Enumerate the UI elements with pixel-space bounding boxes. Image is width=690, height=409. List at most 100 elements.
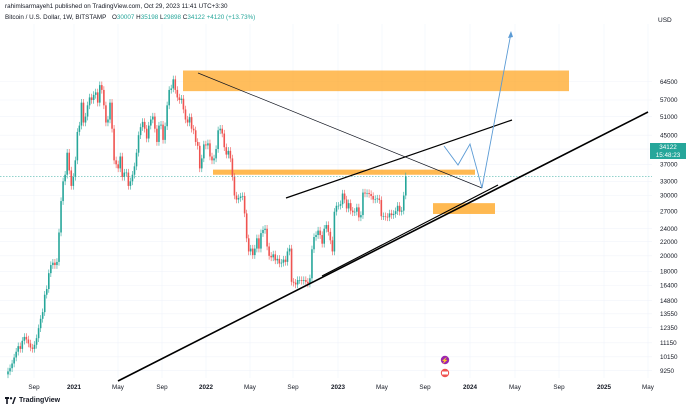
candle-body — [164, 126, 166, 140]
price-tick-label: 13550 — [660, 311, 678, 318]
event-markers[interactable]: ⚡ — [440, 355, 450, 378]
candle-body — [298, 280, 301, 281]
candle-body — [231, 158, 234, 177]
time-tick-label: May — [376, 384, 389, 391]
candle-body — [252, 248, 254, 256]
candle-body — [327, 225, 330, 232]
candle-body — [374, 199, 376, 200]
candle-body — [131, 174, 134, 182]
support-zone — [433, 203, 495, 214]
candle-body — [170, 88, 172, 90]
candle-body — [29, 343, 32, 348]
time-tick-label: Sep — [28, 384, 40, 391]
candle-body — [221, 128, 223, 134]
candle-body — [129, 181, 132, 186]
candle-body — [45, 289, 48, 295]
time-tick-label: May — [244, 384, 257, 391]
long-term-support-line[interactable] — [117, 111, 649, 382]
candle-body — [249, 248, 252, 252]
candle-body — [54, 262, 56, 266]
candle-body — [358, 207, 360, 218]
ohlc-low: 29898 — [163, 14, 182, 21]
candle-body — [219, 128, 221, 131]
candle-body — [260, 233, 262, 249]
candle-body — [278, 258, 281, 264]
candle-body — [21, 340, 24, 349]
candle-body — [105, 105, 107, 123]
candle-body — [62, 181, 64, 202]
candle-body — [343, 193, 346, 200]
candle-body — [333, 211, 336, 252]
candle-body — [282, 259, 285, 263]
brand-logo[interactable]: TradingView — [5, 397, 60, 404]
candle-body — [368, 193, 370, 195]
time-tick-label: Sep — [287, 384, 299, 391]
candle-body — [388, 213, 391, 218]
candle-body — [345, 199, 348, 209]
candle-body — [176, 89, 179, 98]
candle-body — [311, 249, 313, 279]
candle-body — [392, 213, 395, 216]
time-tick-label: Sep — [156, 384, 168, 391]
currency-label[interactable]: USD — [658, 17, 672, 24]
candle-body — [229, 150, 232, 159]
time-tick-label: 2023 — [331, 384, 346, 391]
time-tick-label: May — [509, 384, 522, 391]
price-tick-label: 51000 — [660, 114, 678, 121]
candle-body — [160, 124, 162, 126]
candle-body — [201, 158, 203, 169]
candle-body — [94, 92, 97, 95]
candle-body — [43, 294, 46, 313]
publish-info: rahimlsarmayeh1 published on TradingView… — [5, 3, 228, 10]
candle-body — [74, 160, 77, 177]
candle-body — [119, 156, 121, 169]
candle-body — [78, 125, 81, 132]
ascending-support-trendline[interactable] — [321, 184, 499, 277]
candle-body — [127, 172, 130, 186]
ohlc-open: 30007 — [116, 14, 135, 21]
candle-body — [245, 213, 248, 239]
descending-trendline[interactable] — [197, 72, 483, 189]
candle-body — [41, 312, 44, 319]
candle-body — [341, 193, 344, 205]
projection-path[interactable] — [443, 32, 512, 189]
candle-body — [243, 196, 246, 214]
symbol-name[interactable]: Bitcoin / U.S. Dollar, 1W, BITSTAMP — [5, 14, 107, 21]
time-tick-label: 2021 — [67, 384, 82, 391]
event-marker-lightning-icon[interactable] — [440, 355, 450, 365]
candle-body — [76, 131, 79, 161]
candle-body — [56, 261, 58, 266]
candle-body — [317, 230, 319, 236]
brand-name: TradingView — [19, 397, 61, 404]
bar-countdown: 15:48:23 — [655, 151, 681, 159]
candle-body — [60, 201, 62, 233]
candle-body — [27, 339, 30, 344]
candle-body — [147, 125, 150, 139]
candle-body — [294, 282, 297, 285]
candle-body — [48, 273, 50, 290]
ohlc-high: 35198 — [140, 14, 159, 21]
price-tick-label: 9250 — [660, 368, 675, 375]
candle-body — [96, 92, 99, 103]
channel-top-trendline[interactable] — [285, 119, 513, 199]
candle-body — [7, 371, 9, 375]
candle-body — [235, 195, 238, 200]
time-axis[interactable]: Sep 2021 May Sep 2022 May Sep 2023 May Sep 2024 May… — [28, 384, 654, 391]
candle-body — [217, 130, 219, 150]
candle-body — [239, 196, 242, 199]
candle-body — [80, 102, 83, 126]
candle-body — [174, 79, 177, 90]
time-tick-label: May — [112, 384, 125, 391]
candle-body — [150, 119, 152, 126]
price-tick-label: 45000 — [660, 132, 678, 139]
ohlc-low-label: L — [160, 14, 164, 21]
candle-body — [39, 318, 42, 329]
price-tick-label: 16400 — [660, 283, 678, 290]
candle-body — [207, 143, 209, 146]
candle-body — [125, 172, 128, 174]
price-tick-label: 37000 — [660, 162, 678, 169]
candle-body — [360, 215, 362, 218]
candle-body — [25, 336, 28, 340]
